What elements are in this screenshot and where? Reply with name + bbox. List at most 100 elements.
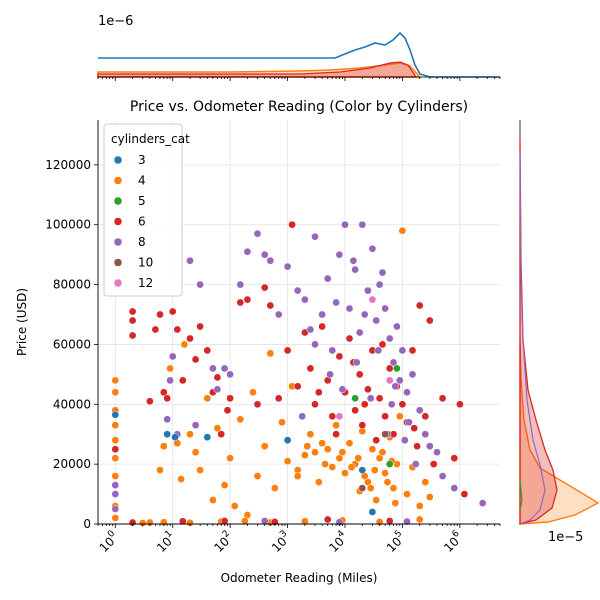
data-point (366, 484, 375, 492)
data-point (177, 475, 185, 483)
data-point (398, 400, 407, 409)
legend-marker (113, 196, 123, 206)
data-point (438, 472, 447, 480)
series-10 (358, 430, 389, 492)
data-point (438, 394, 447, 403)
data-point (351, 406, 359, 415)
data-point (240, 517, 249, 525)
data-point (260, 283, 269, 292)
data-point (368, 445, 377, 454)
axes (97, 120, 500, 525)
data-point (370, 466, 379, 474)
data-point (209, 364, 217, 373)
x-tick-label-exponent: 5 (393, 529, 404, 540)
data-point (403, 517, 411, 526)
data-point (236, 280, 245, 289)
data-point (381, 304, 389, 313)
x-tick-label: 105 (382, 529, 408, 555)
data-point (360, 400, 369, 409)
data-point (111, 436, 120, 445)
data-point (395, 412, 404, 421)
data-point (301, 295, 309, 304)
x-tick-label: 104 (325, 529, 351, 555)
data-point (335, 412, 344, 421)
data-point (220, 364, 229, 373)
data-point (180, 340, 189, 349)
data-point (389, 484, 398, 492)
data-point (266, 301, 275, 310)
data-point (220, 517, 229, 525)
data-point (186, 518, 194, 527)
y-tick-label: 60000 (53, 337, 91, 351)
data-point (293, 382, 302, 391)
data-point (186, 256, 194, 265)
x-tick-label-exponent: 0 (106, 529, 117, 540)
data-point (270, 484, 279, 492)
data-point (318, 310, 326, 319)
data-point (403, 490, 411, 498)
data-point (236, 298, 245, 307)
data-point (306, 430, 315, 439)
data-point (213, 424, 222, 433)
x-tick-label-exponent: 1 (163, 529, 174, 540)
data-point (358, 484, 367, 492)
right-density-line-green (519, 479, 523, 511)
data-point (283, 436, 292, 445)
data-point (450, 484, 459, 492)
data-point (138, 519, 147, 527)
data-point (253, 400, 262, 409)
data-point (358, 421, 367, 430)
top-marginal-density: 1e−6 (97, 14, 500, 78)
data-point (196, 280, 204, 289)
data-point (372, 316, 381, 325)
data-point (298, 412, 307, 421)
data-point (328, 412, 337, 421)
data-point (230, 502, 239, 510)
data-point (293, 286, 302, 295)
data-point (391, 382, 400, 391)
data-point (159, 388, 168, 397)
data-point (433, 448, 441, 457)
right-density-line-purple (519, 149, 546, 525)
data-point (358, 220, 367, 229)
data-point (311, 400, 319, 409)
legend-label: 10 (138, 256, 153, 270)
series-6 (111, 220, 469, 527)
data-point (186, 334, 194, 343)
legend-title: cylinders_cat (111, 132, 190, 146)
series-5 (351, 364, 401, 468)
data-point (260, 517, 269, 525)
data-point (111, 421, 120, 430)
data-point (460, 490, 469, 498)
data-point (478, 499, 487, 507)
data-point (381, 430, 389, 439)
data-point (368, 244, 377, 253)
data-point (364, 385, 372, 394)
top-density-ticks (97, 77, 501, 81)
data-point (385, 517, 394, 525)
data-point (306, 364, 315, 373)
data-point (111, 445, 120, 454)
data-point (243, 247, 252, 256)
data-point (374, 346, 383, 355)
data-point (389, 358, 398, 367)
legend-label: 5 (138, 194, 146, 208)
data-point (226, 370, 234, 379)
data-point (159, 442, 168, 451)
data-point (111, 505, 120, 513)
data-point (213, 373, 222, 382)
data-point (323, 445, 332, 454)
data-point (360, 310, 369, 319)
data-point (425, 316, 434, 325)
data-point (405, 418, 413, 427)
legend-label: 8 (138, 235, 146, 249)
data-point (425, 442, 434, 451)
data-point (274, 310, 283, 319)
data-point (191, 448, 200, 457)
data-point (318, 322, 326, 331)
data-point (128, 307, 137, 316)
x-ticks: 100 101 102 103 104 105 106 (97, 524, 501, 555)
data-point (209, 496, 217, 504)
data-point (223, 406, 232, 415)
data-point (168, 307, 177, 316)
